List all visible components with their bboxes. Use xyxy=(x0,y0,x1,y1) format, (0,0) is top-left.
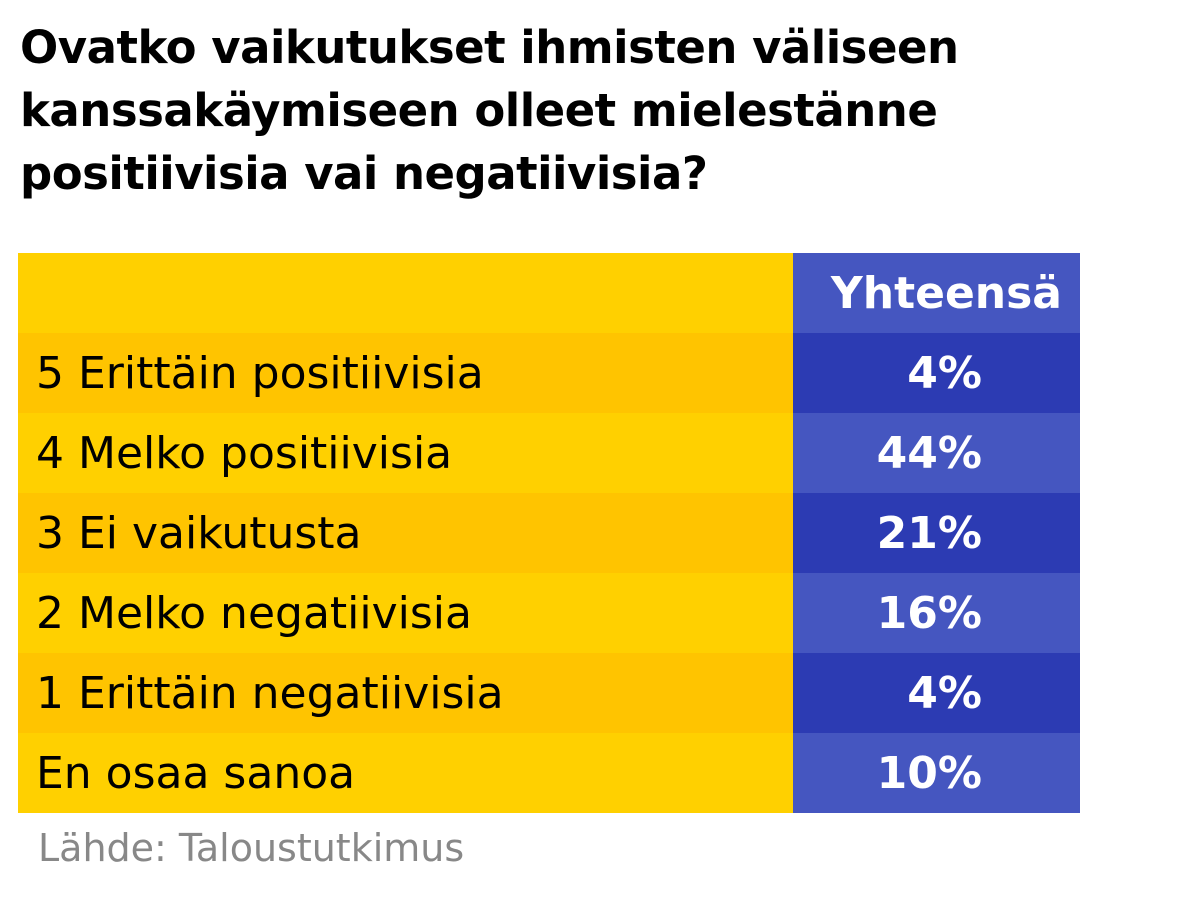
header-label-cell xyxy=(18,253,793,333)
table-header-row: Yhteensä xyxy=(18,253,1080,333)
table-row: En osaa sanoa 10% xyxy=(18,733,1080,813)
table-row: 2 Melko negatiivisia 16% xyxy=(18,573,1080,653)
value-label: 44% xyxy=(793,413,1080,493)
category-label: 4 Melko positiivisia xyxy=(18,413,793,493)
value-label: 10% xyxy=(793,733,1080,813)
value-label: 21% xyxy=(793,493,1080,573)
table-row: 3 Ei vaikutusta 21% xyxy=(18,493,1080,573)
value-label: 16% xyxy=(793,573,1080,653)
value-label: 4% xyxy=(793,653,1080,733)
chart-title: Ovatko vaikutukset ihmisten väliseen kan… xyxy=(20,21,959,200)
category-label: 1 Erittäin negatiivisia xyxy=(18,653,793,733)
table-row: 4 Melko positiivisia 44% xyxy=(18,413,1080,493)
category-label: En osaa sanoa xyxy=(18,733,793,813)
category-label: 5 Erittäin positiivisia xyxy=(18,333,793,413)
table-body: 5 Erittäin positiivisia 4% 4 Melko positii… xyxy=(18,333,1080,813)
results-table: Yhteensä 5 Erittäin positiivisia 4% 4 Melk… xyxy=(18,253,1080,813)
column-header-yhteensa: Yhteensä xyxy=(793,253,1080,333)
category-label: 3 Ei vaikutusta xyxy=(18,493,793,573)
source-note: Lähde: Taloustutkimus xyxy=(38,826,465,870)
category-label: 2 Melko negatiivisia xyxy=(18,573,793,653)
table-row: 5 Erittäin positiivisia 4% xyxy=(18,333,1080,413)
table-row: 1 Erittäin negatiivisia 4% xyxy=(18,653,1080,733)
value-label: 4% xyxy=(793,333,1080,413)
